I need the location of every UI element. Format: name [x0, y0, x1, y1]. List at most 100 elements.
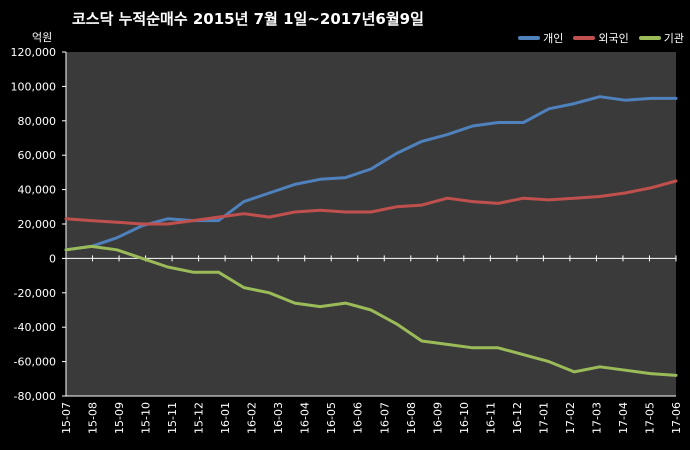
series-point-0 — [623, 98, 627, 102]
y-tick-label: -80,000 — [14, 390, 56, 403]
series-point-2 — [395, 322, 398, 325]
x-tick-label: 15-11 — [166, 402, 179, 434]
series-point-2 — [420, 339, 424, 343]
series-point-0 — [446, 133, 449, 136]
series-point-2 — [293, 301, 296, 305]
x-tick-label: 16-09 — [431, 402, 444, 434]
series-point-0 — [242, 200, 246, 203]
x-tick-label: 15-12 — [193, 402, 206, 434]
series-point-0 — [496, 121, 500, 124]
x-tick-label: 16-08 — [405, 402, 418, 434]
series-point-1 — [446, 197, 449, 200]
series-point-1 — [344, 210, 347, 214]
series-point-2 — [598, 365, 601, 368]
series-point-2 — [191, 270, 195, 274]
legend-label-institution: 기관 — [663, 32, 684, 45]
series-point-1 — [166, 222, 169, 226]
series-point-1 — [598, 195, 601, 198]
series-point-0 — [471, 124, 474, 128]
x-tick-label: 16-04 — [299, 402, 312, 434]
x-tick-label: 16-05 — [325, 402, 338, 434]
x-tick-label: 17-04 — [617, 402, 630, 434]
y-tick-label: -60,000 — [14, 356, 56, 369]
x-tick-label: 16-02 — [246, 402, 259, 434]
series-point-1 — [395, 205, 398, 208]
series-point-2 — [446, 343, 449, 346]
x-tick-label: 15-10 — [140, 402, 153, 434]
series-point-1 — [191, 219, 195, 222]
series-point-1 — [64, 217, 68, 221]
series-point-0 — [115, 236, 119, 239]
series-point-0 — [293, 183, 296, 186]
y-tick-label: 60,000 — [18, 149, 57, 162]
x-tick-label: 15-07 — [60, 402, 73, 434]
series-point-0 — [318, 178, 322, 181]
series-point-2 — [522, 353, 525, 356]
series-point-0 — [395, 152, 398, 155]
y-tick-label: 100,000 — [11, 80, 57, 93]
x-tick-label: 16-12 — [511, 402, 524, 434]
series-point-1 — [420, 203, 424, 207]
x-tick-label: 16-01 — [219, 402, 232, 434]
series-point-1 — [496, 202, 500, 205]
series-point-2 — [141, 257, 144, 260]
series-point-2 — [268, 291, 271, 294]
series-point-1 — [522, 197, 525, 200]
series-point-1 — [369, 210, 373, 214]
x-tick-label: 17-05 — [643, 402, 656, 434]
series-point-2 — [64, 248, 68, 251]
series-point-1 — [268, 215, 271, 219]
series-point-2 — [90, 245, 93, 248]
legend-item-individual: 개인 — [518, 30, 563, 46]
series-point-0 — [522, 121, 525, 124]
x-tick-label: 17-02 — [564, 402, 577, 434]
y-tick-label: 80,000 — [18, 115, 57, 128]
series-point-2 — [547, 360, 551, 363]
x-tick-label: 17-03 — [590, 402, 603, 434]
series-point-2 — [674, 374, 678, 377]
y-tick-label: 20,000 — [18, 218, 57, 231]
series-point-0 — [674, 97, 678, 100]
series-point-2 — [318, 305, 322, 308]
series-point-0 — [369, 167, 373, 171]
series-point-2 — [369, 308, 373, 312]
legend-item-institution: 기관 — [638, 30, 684, 46]
series-point-1 — [318, 209, 322, 212]
y-tick-label: 120,000 — [11, 46, 57, 59]
series-point-0 — [547, 107, 551, 110]
x-tick-label: 16-10 — [458, 402, 471, 434]
series-point-2 — [496, 346, 500, 350]
series-point-1 — [90, 219, 93, 222]
series-point-1 — [623, 191, 627, 195]
series-point-1 — [674, 179, 678, 183]
series-point-2 — [623, 369, 627, 372]
series-point-2 — [573, 370, 576, 374]
y-tick-label: -20,000 — [14, 287, 56, 300]
y-tick-label: -40,000 — [14, 321, 56, 334]
series-point-1 — [293, 210, 296, 214]
series-point-1 — [242, 212, 246, 215]
series-point-2 — [242, 286, 246, 289]
series-point-0 — [420, 140, 424, 143]
y-axis-unit-label: 억원 — [32, 31, 53, 44]
series-point-2 — [166, 265, 169, 269]
series-point-2 — [471, 346, 474, 350]
x-tick-label: 15-09 — [113, 402, 126, 434]
series-point-2 — [217, 270, 220, 274]
series-point-1 — [649, 186, 652, 190]
y-tick-label: 0 — [49, 252, 56, 265]
x-tick-label: 16-03 — [272, 402, 285, 434]
series-point-2 — [344, 301, 347, 305]
series-point-0 — [598, 95, 601, 98]
legend: 개인 외국인 기관 — [518, 30, 684, 46]
legend-item-foreign: 외국인 — [573, 30, 629, 46]
x-tick-label: 16-07 — [378, 402, 391, 434]
series-point-1 — [141, 222, 144, 226]
series-point-0 — [573, 102, 576, 105]
series-point-0 — [344, 176, 347, 179]
legend-label-foreign: 외국인 — [598, 32, 629, 45]
series-point-2 — [649, 372, 652, 375]
series-point-1 — [115, 221, 119, 224]
series-point-0 — [166, 217, 169, 221]
